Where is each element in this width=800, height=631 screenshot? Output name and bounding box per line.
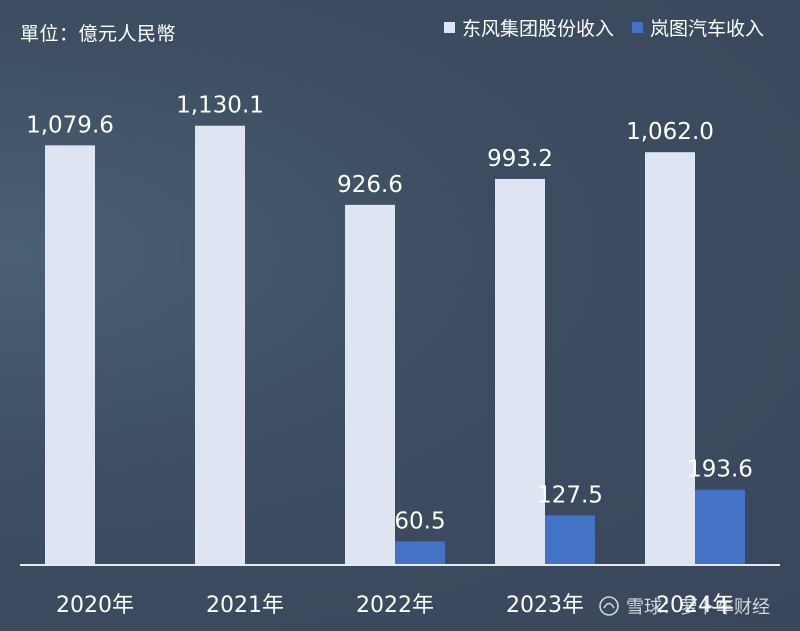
data-label-dongfeng-5: 1,062.0 [626, 119, 714, 145]
bar-dongfeng-1 [45, 145, 95, 565]
data-label-dongfeng-1: 1,079.6 [26, 112, 114, 138]
legend-swatch-voyah [631, 22, 643, 33]
watermark: 雪球：萝卜车财经 [598, 593, 770, 619]
bar-dongfeng-2 [195, 125, 245, 565]
bar-dongfeng-3 [345, 204, 395, 566]
snowball-logo-icon [599, 596, 619, 616]
legend-item-dongfeng: 东风集团股份收入 [443, 14, 614, 41]
legend-label-dongfeng: 东风集团股份收入 [461, 18, 614, 40]
unit-label: 單位：億元人民幣 [20, 23, 177, 45]
data-label-voyah-3: 60.5 [394, 508, 445, 534]
data-label-dongfeng-2: 1,130.1 [176, 93, 264, 119]
x-tick-label-2: 2021年 [206, 593, 284, 618]
x-tick-label-1: 2020年 [56, 593, 134, 618]
legend-label-voyah: 岚图汽车收入 [649, 18, 764, 40]
x-tick-label-5: 2024年 [656, 593, 734, 618]
bar-voyah-4 [545, 515, 595, 565]
legend-item-voyah: 岚图汽车收入 [631, 14, 764, 41]
x-tick-label-3: 2022年 [356, 593, 434, 618]
x-tick-label-4: 2023年 [506, 593, 584, 618]
legend: 东风集团股份收入 岚图汽车收入 [426, 14, 764, 41]
data-label-voyah-5: 193.6 [687, 457, 753, 483]
legend-swatch-dongfeng [443, 22, 455, 33]
bar-voyah-3 [395, 541, 445, 565]
data-label-dongfeng-4: 993.2 [487, 146, 553, 172]
bar-dongfeng-5 [645, 152, 695, 565]
data-label-voyah-4: 127.5 [537, 482, 603, 508]
watermark-text: 雪球：萝卜车财经 [626, 597, 770, 618]
bar-dongfeng-4 [495, 178, 545, 565]
bar-voyah-5 [695, 489, 745, 565]
data-label-dongfeng-3: 926.6 [337, 172, 403, 198]
